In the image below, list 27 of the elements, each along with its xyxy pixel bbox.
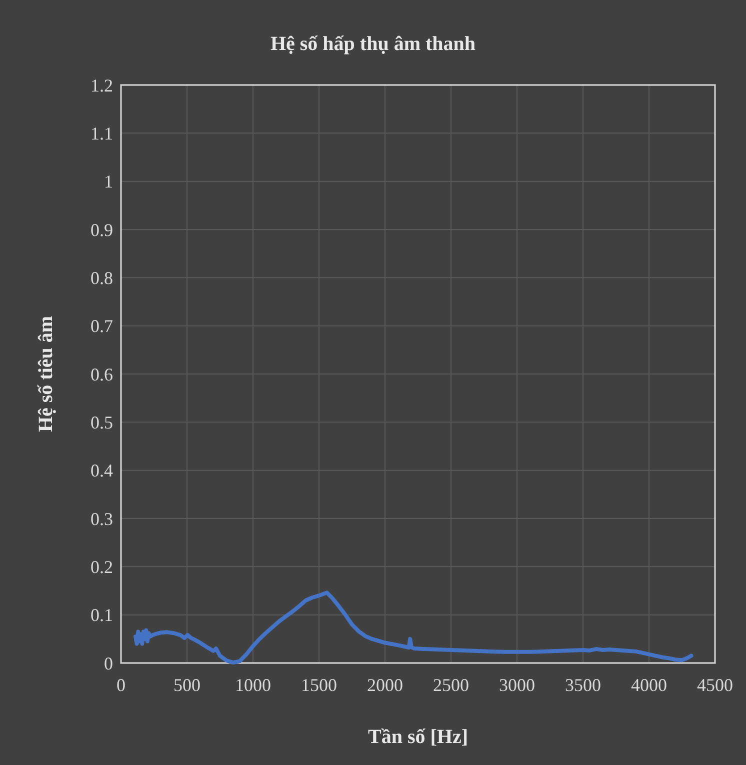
y-tick-label: 1 xyxy=(104,172,113,192)
x-tick-label: 3500 xyxy=(565,675,601,695)
y-tick-label: 0.7 xyxy=(90,316,113,336)
y-tick-label: 0.9 xyxy=(90,220,113,240)
x-axis-title: Tần số [Hz] xyxy=(368,726,468,748)
y-tick-label: 0.3 xyxy=(90,508,113,529)
y-tick-label: 0.2 xyxy=(90,556,113,577)
x-tick-label: 2500 xyxy=(433,675,469,695)
y-axis-title: Hệ số tiêu âm xyxy=(35,316,57,432)
y-tick-label: 0.1 xyxy=(90,605,113,626)
y-tick-label: 0.6 xyxy=(90,364,113,384)
x-tick-label: 2000 xyxy=(367,675,403,695)
y-tick-label: 0 xyxy=(104,653,113,674)
y-tick-label: 1.1 xyxy=(90,123,113,144)
x-tick-label: 3000 xyxy=(499,675,535,695)
x-tick-label: 1000 xyxy=(235,675,271,695)
line-series xyxy=(134,590,694,665)
chart-title: Hệ số hấp thụ âm thanh xyxy=(270,33,476,55)
x-tick-label: 0 xyxy=(116,675,126,695)
x-tick-label: 4500 xyxy=(697,675,733,695)
x-tick-label: 500 xyxy=(174,675,200,695)
y-tick-label: 0.5 xyxy=(90,412,113,432)
x-tick-label: 1500 xyxy=(301,675,337,695)
x-tick-label: 4000 xyxy=(631,675,667,695)
y-tick-label: 0.8 xyxy=(90,268,113,288)
y-tick-label: 0.4 xyxy=(90,460,113,481)
y-tick-label: 1.2 xyxy=(90,75,113,96)
